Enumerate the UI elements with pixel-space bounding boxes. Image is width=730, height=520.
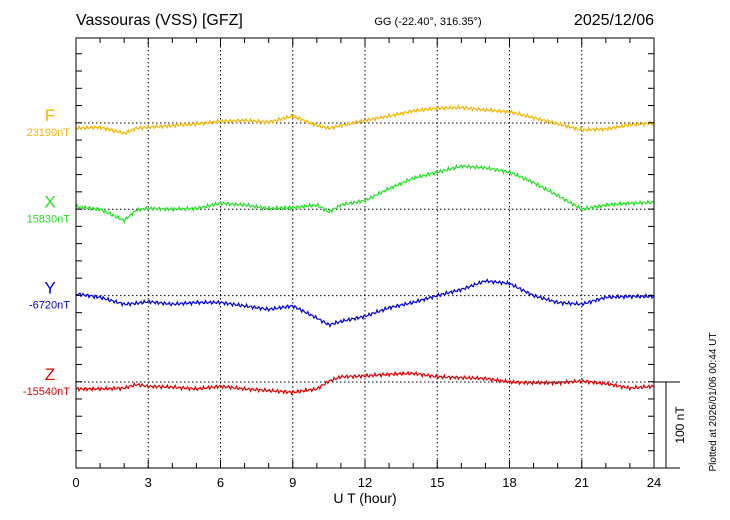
- series-line-y: [75, 278, 655, 329]
- scale-bar-label: 100 nT: [673, 406, 687, 444]
- station-title: Vassouras (VSS) [GFZ]: [76, 12, 243, 29]
- coordinates: GG (-22.40°, 316.35°): [374, 16, 481, 28]
- x-tick-label: 15: [430, 475, 444, 490]
- series-line-z: [75, 370, 655, 396]
- date: 2025/12/06: [574, 12, 654, 29]
- x-axis-label: U T (hour): [333, 490, 396, 506]
- x-tick-label: 3: [145, 475, 152, 490]
- series-baseline-y: -6720nT: [29, 300, 70, 312]
- plotted-timestamp: Plotted at 2026/01/06 00:44 UT: [708, 333, 719, 472]
- series-name-z: Z: [45, 365, 55, 384]
- scale-bar: 100 nT: [654, 381, 687, 469]
- x-tick-label: 12: [358, 475, 372, 490]
- axis-ticks: 0 3 6 9 12 15 18 21 24: [72, 38, 661, 490]
- series-labels: F 23190nT X 15830nT Y -6720nT Z -15540nT: [23, 106, 70, 398]
- x-tick-label: 9: [289, 475, 296, 490]
- series-lines: [75, 103, 655, 396]
- series-baseline-x: 15830nT: [27, 213, 71, 225]
- x-tick-label: 24: [647, 475, 661, 490]
- series-line-x: [75, 164, 655, 225]
- x-tick-label: 21: [575, 475, 589, 490]
- x-tick-label: 0: [72, 475, 79, 490]
- x-tick-label: 18: [502, 475, 516, 490]
- series-name-y: Y: [44, 279, 55, 298]
- series-baseline-z: -15540nT: [23, 386, 70, 398]
- grid: [76, 38, 654, 468]
- series-baseline-f: 23190nT: [27, 127, 71, 139]
- series-line-f: [75, 103, 655, 136]
- series-name-x: X: [44, 192, 55, 211]
- x-tick-label: 6: [217, 475, 224, 490]
- series-name-f: F: [45, 106, 55, 125]
